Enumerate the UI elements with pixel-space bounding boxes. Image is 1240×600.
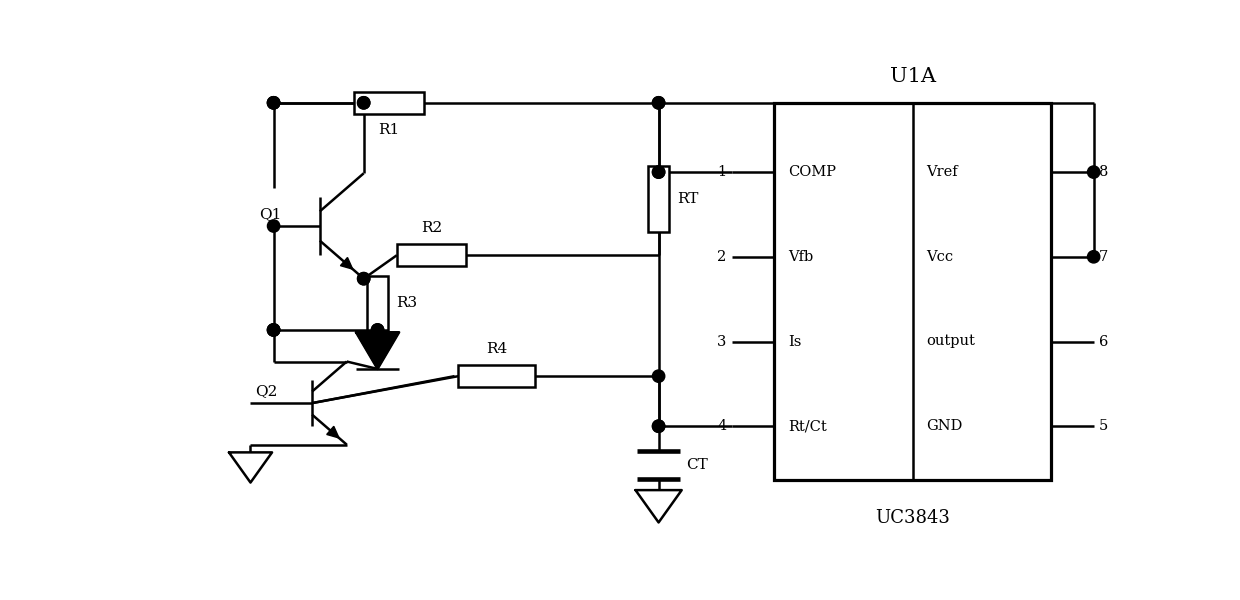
- Text: 7: 7: [1099, 250, 1109, 264]
- Bar: [459, 365, 536, 387]
- Text: Rt/Ct: Rt/Ct: [787, 419, 827, 433]
- Text: R1: R1: [378, 123, 399, 137]
- Text: RT: RT: [677, 192, 698, 206]
- Circle shape: [268, 324, 280, 336]
- Polygon shape: [326, 427, 339, 438]
- Bar: [774, 103, 1052, 480]
- Circle shape: [268, 97, 280, 109]
- Circle shape: [268, 324, 280, 336]
- Text: Is: Is: [787, 335, 801, 349]
- Circle shape: [268, 220, 280, 232]
- Text: 3: 3: [717, 335, 727, 349]
- Text: CT: CT: [686, 458, 708, 472]
- Text: 5: 5: [1099, 419, 1109, 433]
- Circle shape: [357, 272, 370, 285]
- Bar: [355, 92, 424, 113]
- Text: GND: GND: [926, 419, 963, 433]
- Circle shape: [268, 324, 280, 336]
- Text: R4: R4: [486, 342, 507, 356]
- Text: R2: R2: [420, 221, 443, 235]
- Text: UC3843: UC3843: [875, 509, 950, 527]
- Circle shape: [652, 166, 665, 178]
- Circle shape: [268, 97, 280, 109]
- Text: 4: 4: [717, 419, 727, 433]
- Text: Vfb: Vfb: [787, 250, 813, 264]
- Bar: [647, 166, 670, 232]
- Circle shape: [372, 326, 383, 338]
- Text: COMP: COMP: [787, 165, 836, 179]
- Circle shape: [652, 420, 665, 433]
- Text: 2: 2: [717, 250, 727, 264]
- Circle shape: [357, 97, 370, 109]
- Circle shape: [268, 97, 280, 109]
- Circle shape: [1087, 251, 1100, 263]
- Polygon shape: [341, 257, 352, 269]
- Circle shape: [357, 97, 370, 109]
- Text: output: output: [926, 335, 976, 349]
- Text: 8: 8: [1099, 165, 1109, 179]
- Circle shape: [652, 97, 665, 109]
- Circle shape: [1087, 166, 1100, 178]
- Bar: [397, 244, 466, 266]
- Text: Q2: Q2: [255, 385, 278, 398]
- Text: 6: 6: [1099, 335, 1109, 349]
- Polygon shape: [356, 332, 399, 369]
- Text: U1A: U1A: [889, 67, 936, 86]
- Circle shape: [372, 324, 383, 336]
- Text: Vcc: Vcc: [926, 250, 954, 264]
- Circle shape: [357, 272, 370, 285]
- Circle shape: [652, 420, 665, 433]
- Text: R3: R3: [396, 296, 417, 310]
- Text: 1: 1: [717, 165, 727, 179]
- Circle shape: [652, 97, 665, 109]
- Text: Q1: Q1: [259, 208, 281, 221]
- Circle shape: [372, 324, 383, 336]
- Text: Vref: Vref: [926, 165, 959, 179]
- Bar: [367, 276, 388, 330]
- Circle shape: [652, 370, 665, 382]
- Circle shape: [652, 166, 665, 178]
